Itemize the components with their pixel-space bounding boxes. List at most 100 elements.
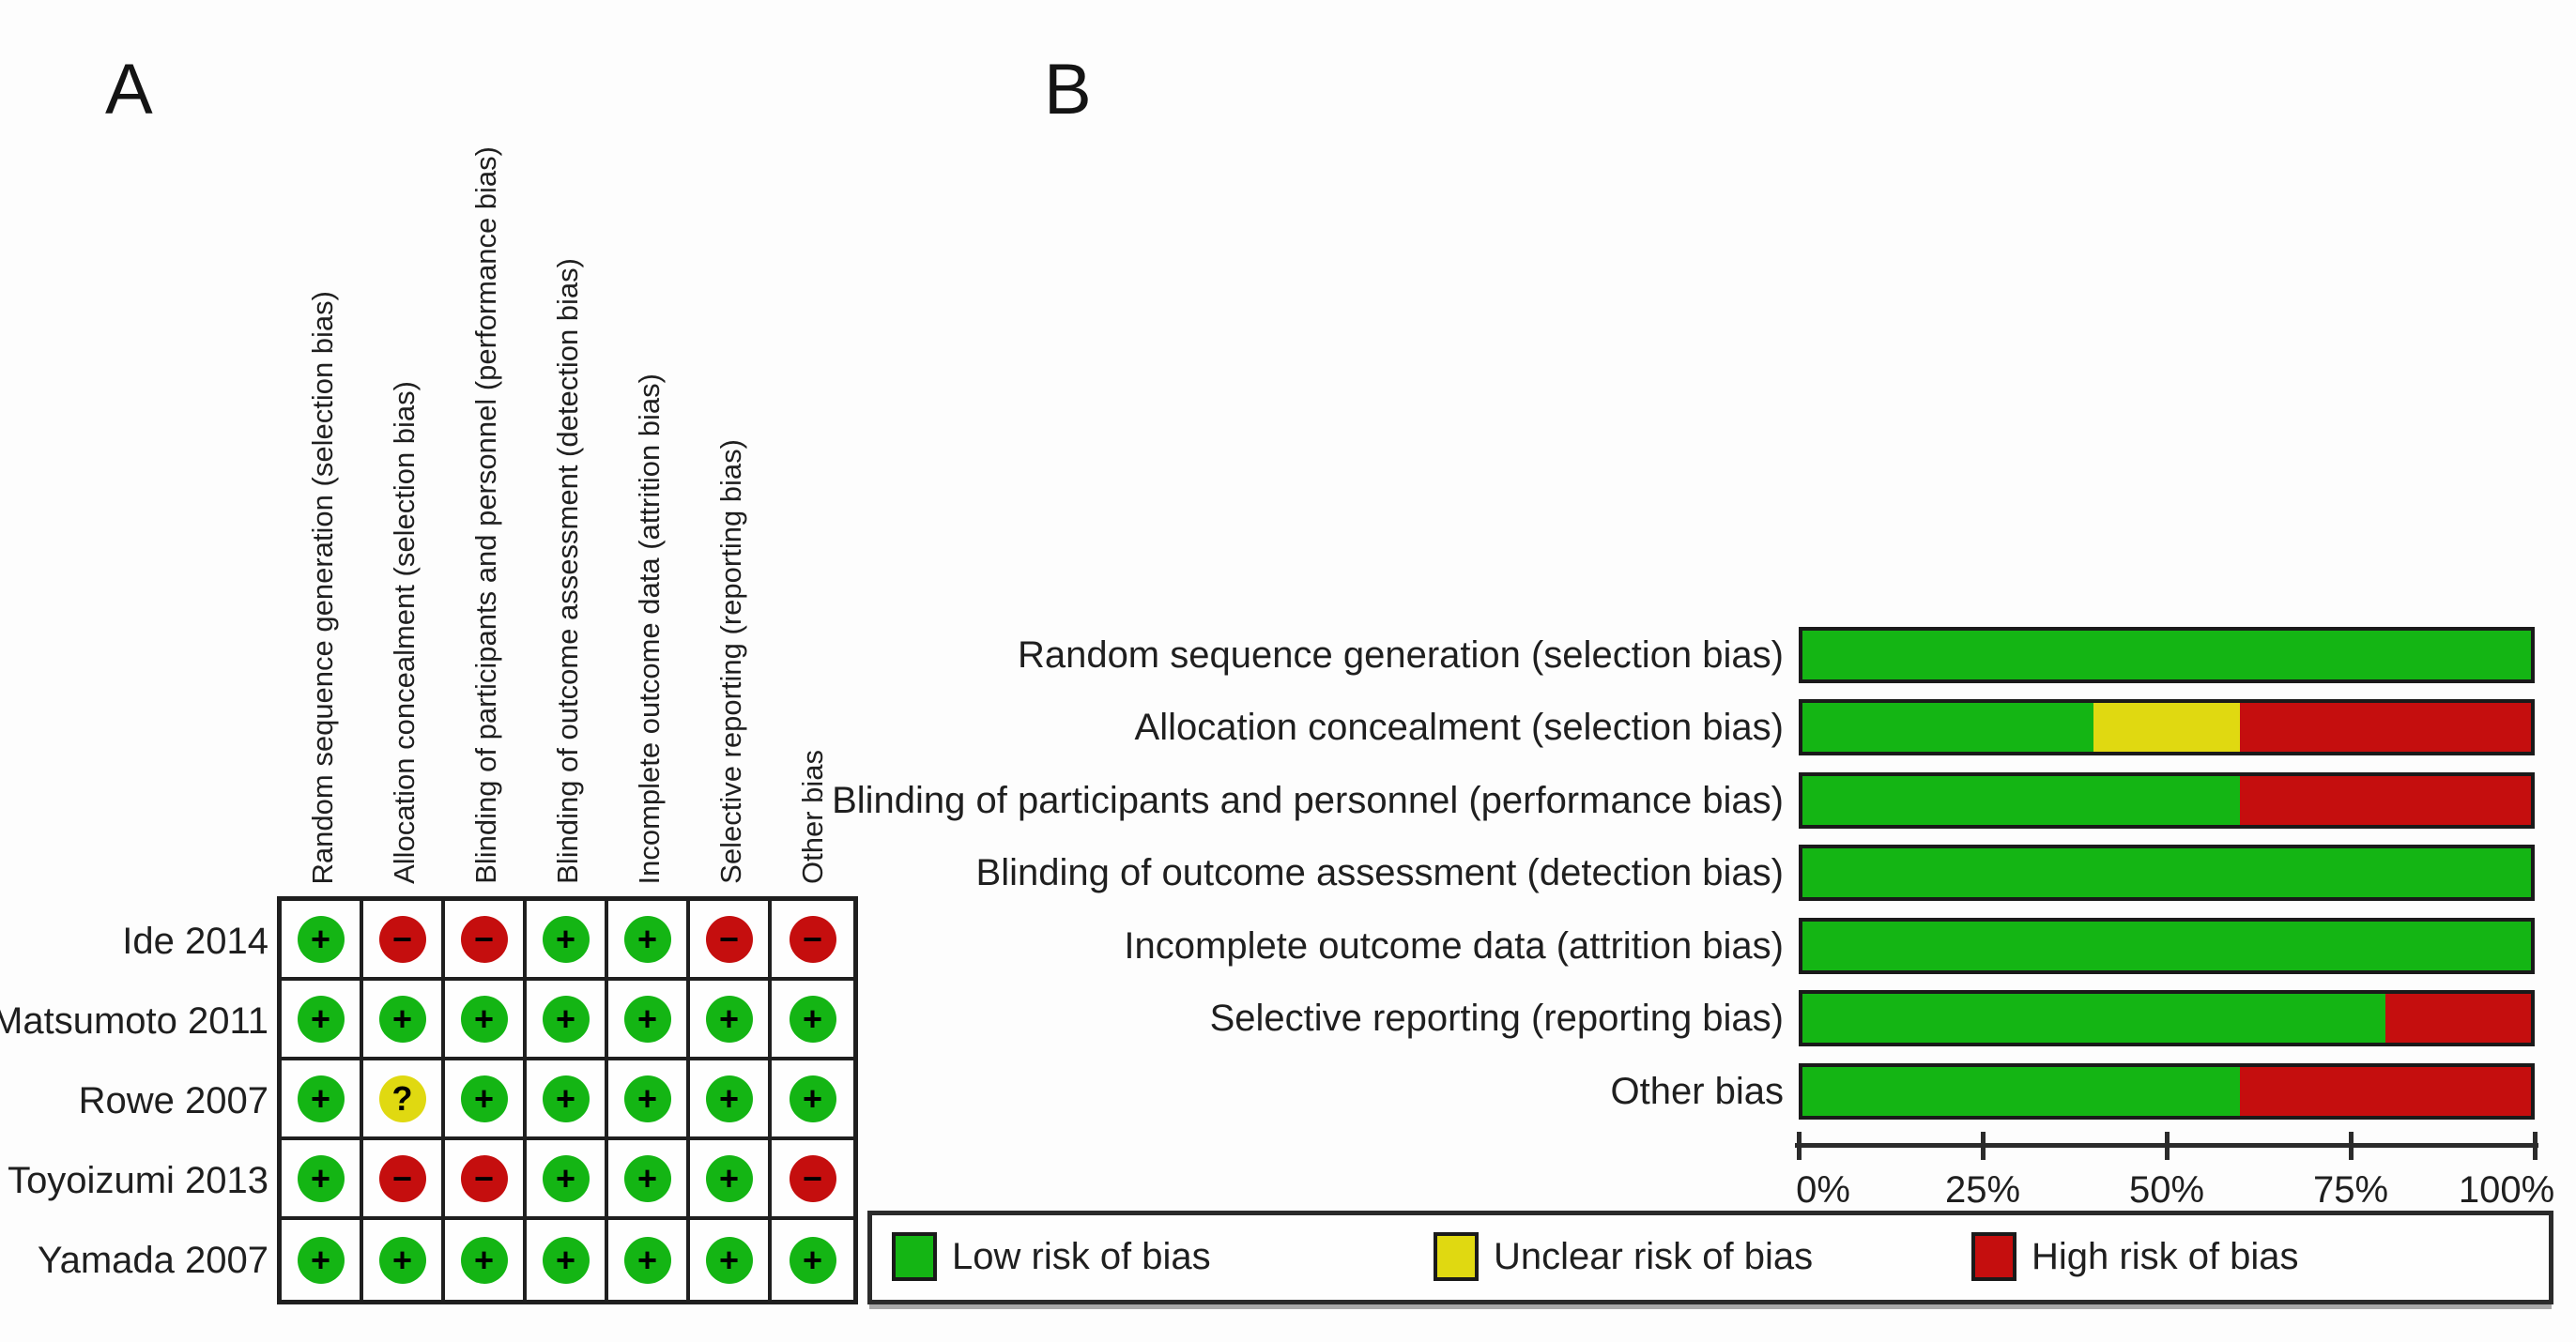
judgment-circle-low: + — [378, 995, 426, 1043]
judgment-cell: − — [772, 901, 853, 981]
bar-segment-low — [1802, 848, 2531, 897]
judgment-circle-low: + — [789, 1075, 836, 1122]
judgment-cell: + — [445, 981, 527, 1060]
legend-item: Low risk of bias — [892, 1232, 1211, 1281]
judgment-circle-low: + — [542, 915, 590, 963]
judgment-circle-high: − — [789, 915, 836, 963]
axis-tick — [2165, 1132, 2170, 1160]
study-row-label: Yamada 2007 — [37, 1239, 268, 1281]
judgment-cell: + — [282, 981, 363, 1060]
judgment-cell: + — [363, 1220, 445, 1300]
judgment-cell: + — [690, 1140, 772, 1220]
axis-tick-label: 100% — [2458, 1169, 2555, 1211]
judgment-cell: + — [282, 1060, 363, 1140]
bar-segment-high — [2239, 776, 2531, 825]
judgment-circle-low: + — [297, 1075, 345, 1122]
axis-tick-label: 25% — [1944, 1169, 2021, 1211]
bar-row — [1799, 918, 2535, 974]
bar-category-label: Selective reporting (reporting bias) — [1209, 998, 1784, 1039]
judgment-cell: − — [772, 1140, 853, 1220]
legend-label: Unclear risk of bias — [1494, 1236, 1814, 1277]
judgment-circle-low: + — [378, 1236, 426, 1284]
judgment-circle-low: + — [460, 1236, 508, 1284]
judgment-cell: + — [690, 1060, 772, 1140]
bar-segment-high — [2239, 1067, 2531, 1116]
judgment-circle-low: + — [460, 1075, 508, 1122]
judgment-circle-low: + — [623, 1236, 671, 1284]
bar-segment-unclear — [2093, 703, 2240, 752]
judgment-cell: − — [363, 1140, 445, 1220]
study-row-label: Toyoizumi 2013 — [8, 1159, 268, 1201]
legend-label: Low risk of bias — [952, 1236, 1211, 1277]
risk-of-bias-summary-grid: + − − + + − − + + + + + + + +? + + + + + + − − + + + − + + + + + + + — [277, 896, 858, 1304]
axis-tick — [2533, 1132, 2538, 1160]
judgment-cell: + — [445, 1060, 527, 1140]
judgment-cell: + — [527, 1220, 608, 1300]
judgment-circle-low: + — [789, 1236, 836, 1284]
bar-row — [1799, 699, 2535, 755]
judgment-cell: − — [445, 901, 527, 981]
study-row-label: Matsumoto 2011 — [0, 999, 268, 1042]
bar-category-label: Random sequence generation (selection bi… — [1017, 634, 1784, 676]
bar-segment-low — [1802, 631, 2531, 679]
judgment-circle-high: − — [460, 915, 508, 963]
judgment-circle-low: + — [705, 995, 753, 1043]
judgment-circle-high: − — [378, 915, 426, 963]
judgment-circle-low: + — [623, 915, 671, 963]
bias-domain-header: Blinding of participants and personnel (… — [468, 146, 502, 884]
judgment-cell: − — [363, 901, 445, 981]
legend-swatch-low — [892, 1232, 937, 1281]
judgment-cell: + — [282, 901, 363, 981]
judgment-circle-low: + — [705, 1154, 753, 1202]
bar-segment-low — [1802, 776, 2240, 825]
bar-segment-low — [1802, 922, 2531, 970]
legend-item: Unclear risk of bias — [1434, 1232, 1813, 1281]
judgment-circle-low: + — [297, 915, 345, 963]
bar-segment-high — [2384, 994, 2531, 1043]
bar-row — [1799, 772, 2535, 829]
study-row-label: Ide 2014 — [122, 920, 268, 962]
judgment-circle-high: − — [789, 1154, 836, 1202]
judgment-cell: ? — [363, 1060, 445, 1140]
legend-swatch-high — [1971, 1232, 2016, 1281]
judgment-circle-low: + — [460, 995, 508, 1043]
bar-category-label: Other bias — [1610, 1071, 1784, 1112]
bar-category-label: Allocation concealment (selection bias) — [1134, 707, 1784, 748]
judgment-circle-unclear: ? — [378, 1075, 426, 1122]
judgment-circle-low: + — [623, 1075, 671, 1122]
legend-box: Low risk of bias Unclear risk of bias High… — [867, 1211, 2553, 1304]
judgment-circle-low: + — [789, 995, 836, 1043]
axis-tick — [1797, 1132, 1802, 1160]
bias-domain-header: Allocation concealment (selection bias) — [387, 381, 421, 884]
judgment-cell: + — [772, 981, 853, 1060]
judgment-cell: + — [363, 981, 445, 1060]
judgment-cell: + — [690, 981, 772, 1060]
judgment-cell: + — [527, 1140, 608, 1220]
study-row-label: Rowe 2007 — [78, 1079, 268, 1121]
judgment-circle-low: + — [542, 995, 590, 1043]
judgment-cell: + — [608, 901, 690, 981]
bias-domain-header: Incomplete outcome data (attrition bias) — [632, 373, 666, 885]
judgment-cell: − — [445, 1140, 527, 1220]
bar-segment-low — [1802, 994, 2385, 1043]
bar-row — [1799, 627, 2535, 683]
bar-segment-low — [1802, 1067, 2240, 1116]
bias-domain-header: Blinding of outcome assessment (detectio… — [550, 258, 584, 884]
judgment-cell: + — [282, 1220, 363, 1300]
judgment-cell: + — [608, 1220, 690, 1300]
judgment-circle-high: − — [378, 1154, 426, 1202]
bias-domain-header: Random sequence generation (selection bi… — [305, 290, 339, 884]
judgment-circle-low: + — [705, 1236, 753, 1284]
bar-row — [1799, 990, 2535, 1046]
judgment-circle-low: + — [297, 1154, 345, 1202]
legend-swatch-unclear — [1434, 1232, 1479, 1281]
legend-item: High risk of bias — [1971, 1232, 2299, 1281]
judgment-circle-low: + — [297, 995, 345, 1043]
judgment-circle-high: − — [460, 1154, 508, 1202]
axis-tick-label: 0% — [1796, 1169, 1850, 1211]
bar-row — [1799, 1063, 2535, 1120]
judgment-cell: + — [608, 1140, 690, 1220]
bias-domain-header: Selective reporting (reporting bias) — [713, 439, 747, 884]
bar-category-label: Blinding of outcome assessment (detectio… — [975, 852, 1784, 893]
axis-tick-label: 50% — [2128, 1169, 2205, 1211]
